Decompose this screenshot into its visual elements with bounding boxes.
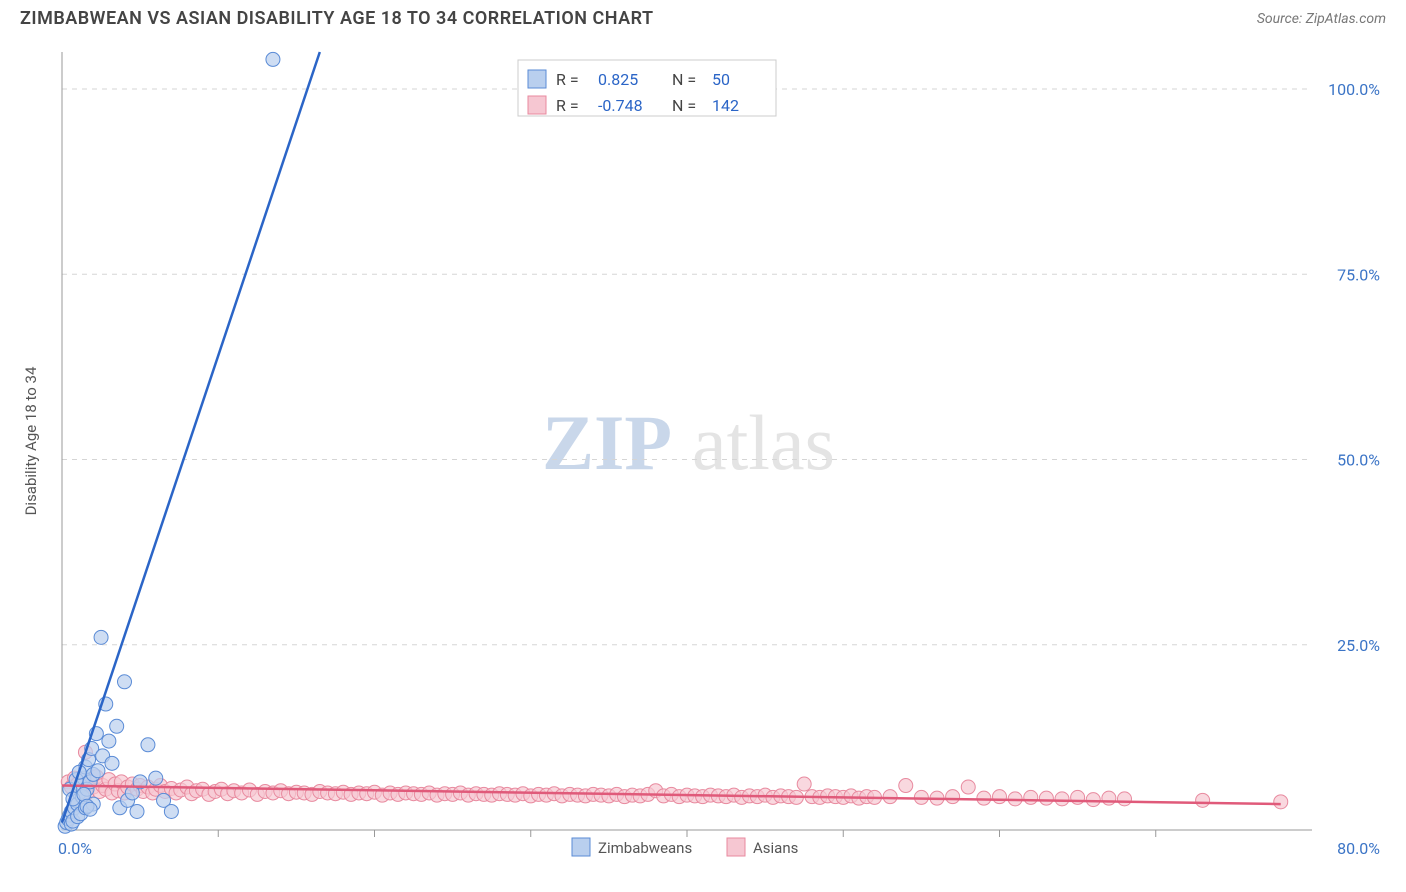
data-point bbox=[91, 764, 105, 778]
data-point bbox=[164, 804, 178, 818]
data-point bbox=[266, 52, 280, 66]
y-axis-title: Disability Age 18 to 34 bbox=[22, 366, 40, 515]
x-min-label: 0.0% bbox=[58, 839, 92, 858]
legend-swatch bbox=[727, 838, 745, 856]
stats-n-value: 50 bbox=[712, 70, 730, 89]
data-point bbox=[1039, 791, 1053, 805]
data-point bbox=[83, 802, 97, 816]
series-zimbabweans bbox=[58, 52, 280, 833]
data-point bbox=[1024, 790, 1038, 804]
data-point bbox=[899, 779, 913, 793]
data-point bbox=[1086, 793, 1100, 807]
data-point bbox=[993, 790, 1007, 804]
trend-line-zimbabweans bbox=[62, 52, 320, 823]
legend-swatch bbox=[572, 838, 590, 856]
data-point bbox=[149, 771, 163, 785]
stats-swatch bbox=[528, 70, 546, 88]
stats-n-value: 142 bbox=[712, 96, 739, 115]
data-point bbox=[1102, 791, 1116, 805]
chart-header: ZIMBABWEAN VS ASIAN DISABILITY AGE 18 TO… bbox=[0, 0, 1406, 33]
data-point bbox=[141, 738, 155, 752]
chart-source: Source: ZipAtlas.com bbox=[1257, 11, 1386, 27]
chart-container: ZIPatlas 25.0% 50.0% 75.0% 100.0% 0.0% 80.0% Di… bbox=[20, 42, 1386, 878]
y-tick-label: 25.0% bbox=[1337, 636, 1380, 655]
data-point bbox=[102, 734, 116, 748]
y-tick-label: 100.0% bbox=[1328, 80, 1380, 99]
stats-r-label: R = bbox=[556, 70, 579, 89]
correlation-chart: ZIPatlas 25.0% 50.0% 75.0% 100.0% 0.0% 80.0% Di… bbox=[20, 42, 1386, 878]
watermark-a: ZIP bbox=[542, 399, 672, 486]
chart-title: ZIMBABWEAN VS ASIAN DISABILITY AGE 18 TO… bbox=[20, 8, 654, 29]
stats-r-value: 0.825 bbox=[598, 70, 638, 89]
data-point bbox=[797, 777, 811, 791]
data-point bbox=[110, 719, 124, 733]
data-point bbox=[1055, 792, 1069, 806]
stats-n-label: N = bbox=[672, 70, 696, 89]
data-point bbox=[118, 675, 132, 689]
legend-label: Zimbabweans bbox=[598, 839, 692, 857]
data-point bbox=[977, 791, 991, 805]
data-point bbox=[946, 790, 960, 804]
data-point bbox=[94, 630, 108, 644]
stats-r-label: R = bbox=[556, 96, 579, 115]
data-point bbox=[105, 756, 119, 770]
x-max-label: 80.0% bbox=[1337, 839, 1380, 858]
legend-label: Asians bbox=[753, 839, 798, 857]
data-point bbox=[1274, 795, 1288, 809]
data-point bbox=[1196, 793, 1210, 807]
data-point bbox=[883, 790, 897, 804]
y-tick-label: 75.0% bbox=[1337, 265, 1380, 284]
data-point bbox=[130, 804, 144, 818]
y-tick-label: 50.0% bbox=[1337, 451, 1380, 470]
stats-r-value: -0.748 bbox=[598, 96, 643, 115]
stats-swatch bbox=[528, 96, 546, 114]
series-asians bbox=[61, 745, 1288, 809]
data-point bbox=[961, 780, 975, 794]
watermark-b: atlas bbox=[692, 399, 835, 486]
data-point bbox=[1118, 792, 1132, 806]
stats-n-label: N = bbox=[672, 96, 696, 115]
